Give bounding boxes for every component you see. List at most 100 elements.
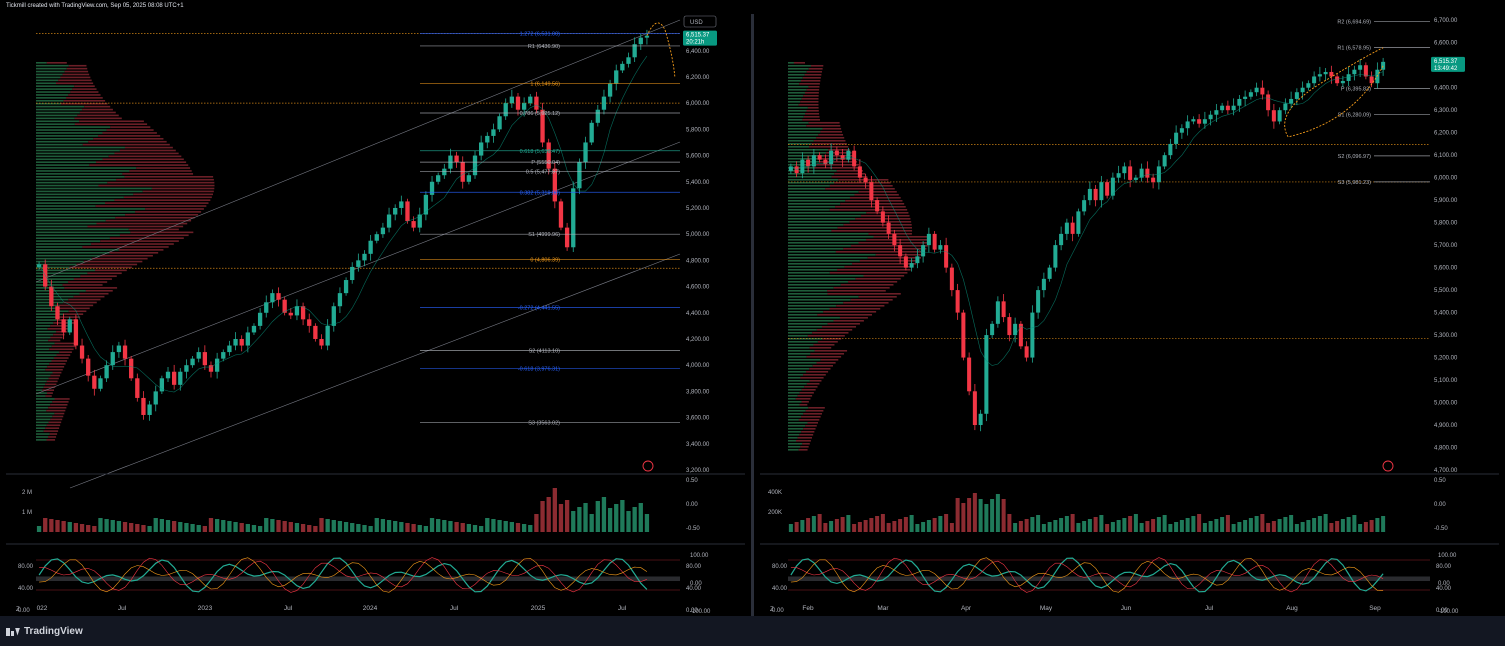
volume-profile-down-bar — [50, 374, 61, 377]
volume-bar-up — [503, 521, 508, 532]
volume-profile-down-bar — [817, 341, 838, 343]
panel-divider[interactable] — [751, 14, 754, 616]
volume-profile-down-bar — [48, 421, 62, 424]
volume-bar-up — [1059, 518, 1064, 532]
volume-profile-up-bar — [36, 187, 152, 190]
volume-profile-up-bar — [36, 170, 130, 172]
volume-profile-down-bar — [813, 344, 835, 346]
candle-body-up — [1053, 245, 1058, 268]
candle-body-down — [135, 378, 140, 398]
chart-panel-right[interactable]: 6,700.006,600.006,500.006,400.006,300.00… — [754, 14, 1505, 616]
currency-selector[interactable] — [683, 15, 717, 28]
candle-body-up — [1254, 87, 1259, 93]
volume-profile-down-bar — [849, 197, 901, 199]
volume-profile-down-bar — [116, 178, 214, 181]
volume-bar-down — [1197, 514, 1202, 532]
candle-body-up — [386, 214, 392, 228]
volume-bar-up — [479, 526, 484, 532]
volume-profile-up-bar — [788, 197, 850, 199]
candle-body-up — [350, 266, 355, 281]
volume-bar-down — [313, 526, 318, 532]
bar-countdown: 13:49:42 — [1434, 66, 1458, 72]
volume-bar-down — [1363, 522, 1368, 532]
daily-chart-svg[interactable]: 6,700.006,600.006,500.006,400.006,300.00… — [754, 14, 1505, 616]
candle-body-down — [141, 397, 146, 415]
volume-bar-down — [1329, 523, 1334, 532]
volume-profile-up-bar — [788, 242, 859, 244]
rsi-left-axis-label: 0.00 — [772, 608, 784, 614]
volume-bar-down — [1070, 514, 1075, 532]
volume-bar-down — [1335, 521, 1340, 532]
volume-profile-down-bar — [136, 167, 191, 169]
volume-profile-up-bar — [36, 278, 74, 280]
rsi-left-axis-label: 0.00 — [18, 608, 30, 614]
volume-profile-down-bar — [866, 239, 930, 241]
volume-profile-up-bar — [36, 307, 55, 310]
price-tick-label: 6,000.00 — [1434, 176, 1458, 182]
volume-bar-down — [1266, 523, 1271, 532]
candle-body-up — [601, 96, 607, 110]
candle-body-up — [644, 35, 650, 38]
volume-profile-up-bar — [788, 449, 799, 451]
candle-body-down — [955, 290, 960, 313]
volume-bar-up — [417, 525, 422, 532]
volume-profile-up-bar — [788, 284, 841, 286]
volume-profile-up-bar — [36, 316, 61, 318]
volume-profile-down-bar — [98, 135, 161, 137]
volume-profile-up-bar — [788, 155, 824, 157]
tradingview-brand[interactable]: TradingView — [6, 626, 83, 637]
volume-profile-down-bar — [50, 418, 63, 421]
volume-profile-down-bar — [66, 97, 103, 99]
volume-bar-down — [817, 514, 822, 532]
volume-bar-up — [926, 520, 931, 532]
volume-profile-up-bar — [788, 338, 823, 340]
volume-profile-up-bar — [36, 392, 47, 394]
candle-body-up — [583, 142, 588, 163]
moving-average-line — [790, 71, 1384, 366]
volume-bar-up — [978, 499, 983, 532]
volume-profile-down-bar — [91, 243, 174, 245]
candle-body-up — [995, 301, 1000, 324]
volume-profile-up-bar — [36, 360, 52, 362]
volume-bar-up — [1064, 516, 1069, 532]
candle-body-up — [846, 150, 851, 160]
chart-panel-left[interactable]: 6,600.006,400.006,200.006,000.005,800.00… — [0, 14, 751, 616]
volume-profile-up-bar — [36, 225, 88, 228]
volume-bar-up — [423, 526, 429, 532]
volume-profile-up-bar — [788, 386, 805, 388]
volume-profile-up-bar — [788, 110, 807, 112]
candle-body-down — [552, 168, 557, 202]
volume-bar-up — [938, 516, 943, 532]
weekly-chart-svg[interactable]: 6,600.006,400.006,200.006,000.005,800.00… — [0, 14, 751, 616]
volume-bar-up — [491, 519, 496, 532]
candle-body-up — [788, 166, 793, 171]
candle-body-up — [938, 245, 943, 250]
volume-profile-down-bar — [46, 380, 58, 383]
volume-profile-up-bar — [788, 260, 860, 262]
volume-profile-up-bar — [788, 119, 803, 121]
oscillator-axis-label: 0.00 — [686, 502, 698, 508]
volume-bar-up — [1156, 517, 1161, 532]
volume-profile-down-bar — [801, 389, 816, 391]
volume-profile-up-bar — [788, 194, 855, 196]
volume-profile-up-bar — [36, 202, 106, 204]
time-axis-label: 2025 — [531, 605, 546, 612]
candle-body-up — [147, 404, 152, 415]
volume-profile-down-bar — [96, 161, 187, 163]
volume-profile-down-bar — [114, 199, 211, 201]
candle-body-up — [337, 293, 343, 307]
replay-icon[interactable] — [1382, 460, 1394, 472]
candle-body-down — [961, 312, 966, 358]
volume-bar-up — [184, 523, 189, 532]
volume-profile-up-bar — [788, 98, 802, 100]
volume-profile-down-bar — [63, 301, 97, 304]
volume-bar-up — [589, 514, 594, 532]
volume-profile-up-bar — [36, 108, 83, 111]
replay-icon[interactable] — [642, 460, 654, 472]
volume-profile-down-bar — [822, 128, 842, 130]
price-tick-label: 4,600.00 — [686, 285, 710, 291]
volume-profile-down-bar — [820, 359, 839, 361]
volume-profile-up-bar — [36, 228, 129, 231]
volume-profile-down-bar — [854, 194, 899, 196]
candle-body-up — [1082, 200, 1087, 212]
